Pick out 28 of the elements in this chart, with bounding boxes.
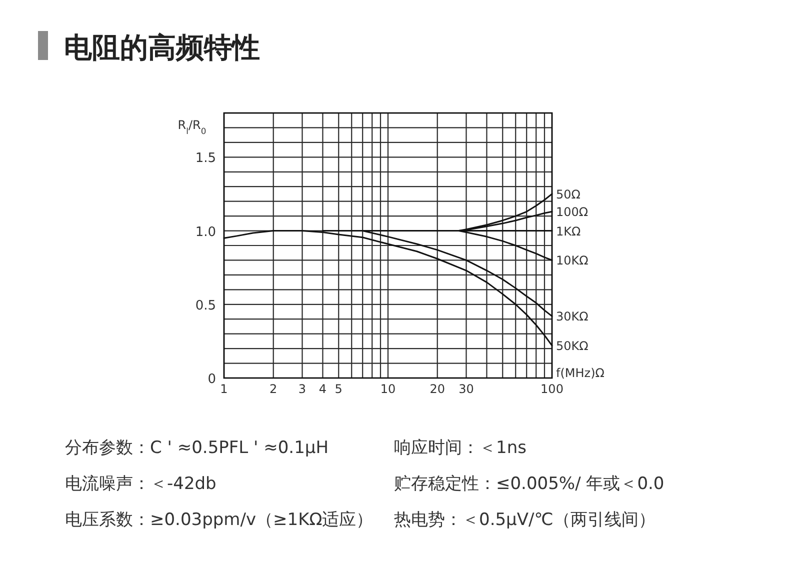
chart-title: 电阻的高频特性: [64, 31, 260, 64]
x-tick-label: 30: [458, 382, 474, 396]
text: 贮存稳定性：≤0.005%/ 年或＜0.0: [394, 474, 664, 494]
y-tick-label: 0.5: [195, 298, 216, 314]
x-tick-label: 3: [298, 382, 306, 396]
x-tick-label: 1: [220, 382, 228, 396]
series-label: 1KΩ: [556, 224, 581, 238]
x-tick-label: 100: [540, 382, 564, 396]
text: 响应时间：＜1ns: [394, 438, 527, 458]
y-axis-title: R$_{l}$/R$_{0}$: [178, 118, 206, 136]
y-tick-label: 0: [208, 372, 216, 387]
y-tick-label: 1.5: [195, 151, 216, 166]
x-tick-label: 10: [380, 382, 396, 396]
series-label: 50KΩ: [556, 339, 588, 354]
series-label: 30KΩ: [556, 310, 588, 324]
x-tick-label: 5: [334, 382, 342, 396]
x-tick-label: 4: [318, 382, 327, 396]
series-label: 50Ω: [556, 187, 580, 202]
x-tick-label: 20: [430, 382, 446, 396]
text: 电流噪声：＜-42db: [65, 474, 216, 494]
y-tick-label: 1.0: [195, 224, 216, 240]
series-label: 10KΩ: [556, 254, 588, 268]
text: 电压系数：≥0.03ppm/v（≥1KΩ适应）: [65, 510, 374, 530]
x-tick-label: 2: [270, 382, 278, 396]
text: 热电势：＜0.5μV/℃（两引线间）: [394, 510, 656, 530]
text: 分布参数：C ' ≈0.5PFL ' ≈0.1μH: [65, 438, 328, 458]
series-label: 100Ω: [556, 205, 588, 220]
x-axis-title: f(MHz)Ω: [556, 366, 604, 380]
